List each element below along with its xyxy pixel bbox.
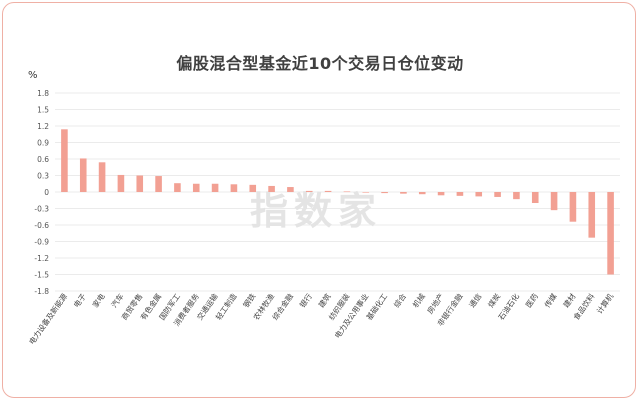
bar bbox=[475, 192, 483, 197]
x-category-label: 煤炭 bbox=[485, 291, 502, 309]
y-tick-label: 1.2 bbox=[37, 122, 49, 131]
bar bbox=[305, 190, 313, 192]
y-tick-label: -0.9 bbox=[34, 238, 49, 247]
bar bbox=[513, 192, 520, 200]
chart-card bbox=[2, 2, 636, 398]
bar bbox=[174, 183, 181, 192]
bar bbox=[343, 191, 351, 193]
x-category-label: 汽车 bbox=[109, 291, 126, 309]
x-category-label: 建材 bbox=[561, 291, 578, 309]
bar bbox=[607, 192, 614, 275]
y-tick-label: 0 bbox=[44, 188, 49, 197]
bar bbox=[324, 190, 332, 192]
x-category-label: 医药 bbox=[523, 291, 540, 309]
bar bbox=[192, 183, 200, 192]
bar bbox=[136, 175, 144, 192]
bar bbox=[249, 184, 257, 192]
bar bbox=[550, 192, 558, 211]
watermark-logo: 指数家 bbox=[250, 189, 383, 233]
y-tick-label: 1.8 bbox=[37, 89, 49, 98]
bar bbox=[456, 192, 464, 196]
bar bbox=[437, 192, 445, 196]
chart-title: 偏股混合型基金近10个交易日仓位变动 bbox=[176, 54, 464, 73]
bar bbox=[569, 192, 577, 222]
x-category-label: 家电 bbox=[90, 291, 107, 309]
y-tick-label: -1.5 bbox=[34, 271, 49, 280]
bar bbox=[531, 192, 539, 203]
x-category-label: 电力设备及新能源 bbox=[26, 291, 69, 346]
x-category-label: 计算机 bbox=[594, 291, 615, 316]
bar bbox=[79, 158, 87, 192]
bar bbox=[588, 192, 596, 238]
y-tick-label: -1.8 bbox=[34, 287, 49, 296]
bar bbox=[362, 192, 370, 193]
bar bbox=[211, 183, 219, 192]
bar bbox=[400, 192, 407, 194]
y-tick-label: 1.5 bbox=[37, 106, 49, 115]
bar bbox=[61, 129, 68, 192]
y-tick-label: 0.9 bbox=[37, 139, 49, 148]
x-category-label: 电子 bbox=[71, 291, 88, 309]
bar bbox=[268, 185, 275, 192]
bar bbox=[381, 192, 388, 194]
y-tick-label: 0.6 bbox=[37, 155, 49, 164]
bar bbox=[117, 174, 125, 192]
x-category-label: 通信 bbox=[467, 291, 484, 309]
x-category-label: 传媒 bbox=[542, 291, 559, 309]
x-category-label: 综合 bbox=[391, 291, 408, 309]
bar bbox=[418, 192, 426, 195]
bar bbox=[494, 192, 501, 197]
x-category-label: 钢铁 bbox=[241, 291, 258, 309]
bar bbox=[230, 184, 238, 192]
y-axis-unit-label: % bbox=[28, 70, 38, 81]
bar bbox=[155, 176, 162, 192]
bar bbox=[98, 162, 106, 192]
x-category-label: 建筑 bbox=[316, 291, 333, 309]
y-tick-label: -0.3 bbox=[34, 205, 49, 214]
y-tick-label: -1.2 bbox=[34, 254, 49, 263]
bar bbox=[287, 187, 294, 192]
x-category-label: 机械 bbox=[410, 291, 427, 309]
y-tick-label: -0.6 bbox=[34, 221, 49, 230]
y-tick-label: 0.3 bbox=[37, 172, 49, 181]
x-category-label: 银行 bbox=[297, 291, 314, 309]
